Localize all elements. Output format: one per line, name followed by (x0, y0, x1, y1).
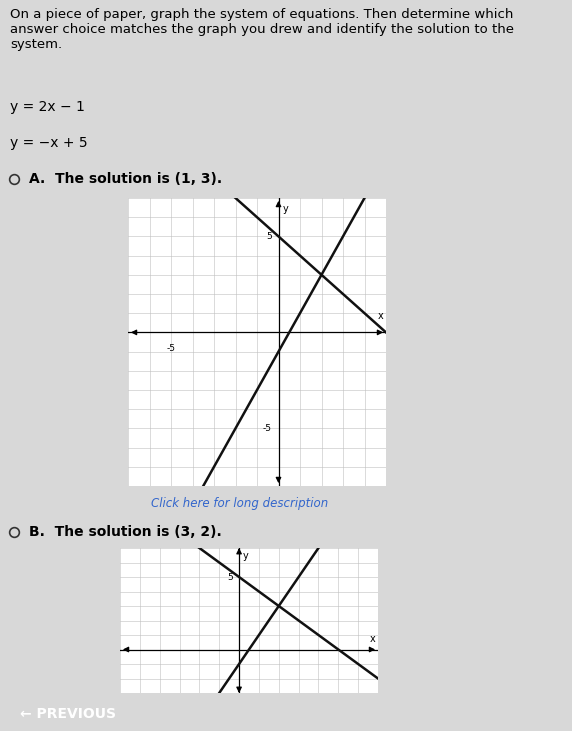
Text: y: y (283, 204, 288, 213)
Text: 5: 5 (227, 572, 233, 581)
Text: y = 2x − 1: y = 2x − 1 (10, 100, 85, 114)
Text: ← PREVIOUS: ← PREVIOUS (19, 706, 116, 721)
Text: 5: 5 (267, 232, 272, 241)
Text: y: y (243, 551, 249, 561)
Text: x: x (378, 311, 383, 321)
Text: On a piece of paper, graph the system of equations. Then determine which
answer : On a piece of paper, graph the system of… (10, 8, 514, 51)
Text: x: x (370, 634, 375, 644)
Text: Click here for long description: Click here for long description (152, 496, 329, 510)
Text: y = −x + 5: y = −x + 5 (10, 136, 88, 150)
Text: -5: -5 (166, 344, 176, 353)
Text: A.  The solution is (1, 3).: A. The solution is (1, 3). (29, 172, 223, 186)
Text: -5: -5 (263, 424, 272, 433)
Text: B.  The solution is (3, 2).: B. The solution is (3, 2). (29, 525, 222, 539)
